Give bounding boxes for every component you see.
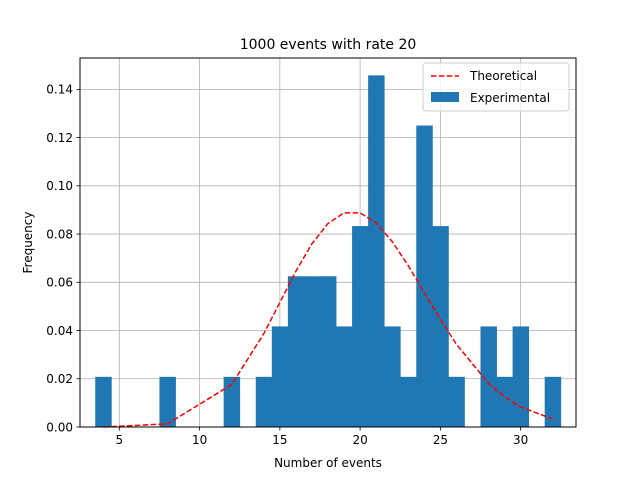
- y-tick-label: 0.04: [46, 324, 73, 338]
- y-tick-label: 0.14: [46, 83, 73, 97]
- y-tick-label: 0.10: [46, 179, 73, 193]
- y-tick-label: 0.00: [46, 420, 73, 434]
- theoretical-line: [103, 212, 553, 428]
- y-tick-label: 0.06: [46, 276, 73, 290]
- histogram-bar: [303, 276, 321, 427]
- x-tick-label: 25: [433, 433, 448, 447]
- histogram-bar: [432, 226, 449, 427]
- histogram-bar: [255, 376, 273, 427]
- histogram-bar: [480, 326, 497, 427]
- chart-title: 1000 events with rate 20: [240, 37, 417, 53]
- plot-frame: [79, 57, 577, 428]
- x-axis-label: Number of events: [274, 456, 382, 470]
- histogram-bar: [368, 75, 385, 427]
- x-tick-label: 30: [513, 433, 528, 447]
- legend-experimental-label: Experimental: [470, 91, 550, 105]
- y-axis-label: Frequency: [21, 212, 35, 274]
- histogram-bar: [287, 276, 305, 427]
- histogram-bar: [544, 376, 562, 427]
- histogram-bar: [416, 125, 433, 427]
- histogram-bar: [352, 226, 369, 427]
- histogram-bar: [336, 326, 353, 427]
- x-tick-label: 15: [272, 433, 287, 447]
- histogram-bar: [400, 376, 417, 427]
- y-tick-label: 0.12: [46, 131, 73, 145]
- histogram-bar: [223, 376, 241, 427]
- y-tick-label: 0.02: [46, 372, 73, 386]
- histogram-bar: [95, 376, 112, 427]
- histogram-bar: [384, 326, 401, 427]
- histogram-bar: [271, 326, 289, 427]
- histogram-bar: [448, 376, 465, 427]
- bars: [95, 75, 562, 427]
- legend: Theoretical Experimental: [422, 62, 570, 112]
- histogram-bar: [512, 326, 530, 427]
- x-tick-label: 20: [352, 433, 367, 447]
- histogram-bar: [496, 376, 513, 427]
- y-tick-label: 0.08: [46, 227, 73, 241]
- histogram-bar: [319, 276, 337, 427]
- x-tick-label: 5: [116, 433, 124, 447]
- ticks: 5 10 15 20 25 30 0.00 0.02 0.04 0.06 0.08 0.10 0.12 0…: [46, 83, 528, 447]
- legend-theoretical-label: Theoretical: [469, 69, 537, 83]
- legend-experimental-swatch: [431, 92, 459, 102]
- x-tick-label: 10: [192, 433, 207, 447]
- histogram-bar: [159, 376, 176, 427]
- legend-box: [422, 62, 570, 112]
- theoretical-line-layer: [103, 212, 553, 428]
